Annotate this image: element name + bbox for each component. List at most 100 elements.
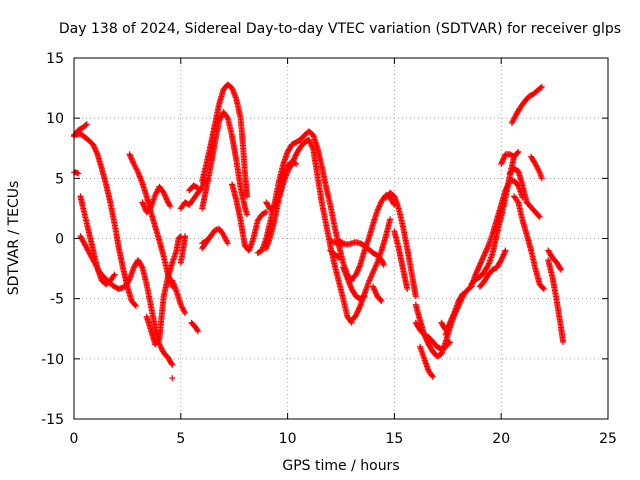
data-point [74, 169, 81, 176]
data-point [138, 263, 145, 270]
data-point [540, 286, 547, 293]
data-point [540, 285, 547, 292]
data-point [82, 122, 89, 129]
data-point [509, 153, 516, 160]
series-track-46 [545, 257, 567, 345]
data-point [538, 83, 545, 90]
data-point [370, 285, 377, 292]
x-tick-label: 10 [279, 431, 297, 447]
data-point [483, 246, 490, 253]
series-track-9 [169, 375, 176, 382]
data-point [139, 199, 146, 206]
series-track-11 [177, 233, 189, 266]
data-point [446, 339, 453, 346]
data-point [293, 160, 300, 167]
data-point [482, 248, 489, 255]
data-point [537, 84, 544, 91]
data-point [111, 271, 118, 278]
data-point [472, 271, 479, 278]
data-point [404, 286, 411, 293]
data-point [536, 213, 543, 220]
data-point [263, 209, 270, 216]
data-point [141, 203, 148, 210]
y-tick-label: -5 [50, 292, 64, 308]
data-point [446, 319, 453, 326]
data-point [447, 318, 454, 325]
data-point [162, 193, 169, 200]
data-point [412, 293, 419, 300]
data-point [377, 200, 384, 207]
data-point [504, 181, 511, 188]
data-point [207, 233, 214, 240]
data-point [503, 185, 510, 192]
data-point [428, 372, 435, 379]
data-point [366, 277, 373, 284]
x-axis-label: GPS time / hours [282, 458, 399, 474]
data-point [479, 256, 486, 263]
data-point [354, 308, 361, 315]
series-track-43 [508, 83, 545, 126]
axis-ticks: 0 5 10 15 20 25 -15 -10 -5 0 5 10 15 [41, 51, 617, 447]
data-point [429, 373, 436, 380]
y-tick-label: 5 [55, 171, 64, 187]
data-point [83, 121, 90, 128]
data-point [557, 265, 564, 272]
data-point [306, 138, 313, 145]
chart-title: Day 138 of 2024, Sidereal Day-to-day VTE… [59, 21, 621, 37]
data-point [480, 253, 487, 260]
x-tick-label: 25 [599, 431, 617, 447]
data-point [125, 277, 132, 284]
data-point [155, 336, 162, 343]
data-point [372, 289, 379, 296]
data-point [370, 283, 377, 290]
series-track-4 [77, 193, 118, 288]
data-point [500, 253, 507, 260]
data-point [223, 113, 230, 120]
data-point [478, 257, 485, 264]
data-point [474, 267, 481, 274]
series-track-42 [506, 165, 543, 220]
y-tick-label: 15 [46, 51, 64, 67]
data-point [479, 255, 486, 262]
data-point [361, 293, 368, 300]
data-point [371, 286, 378, 293]
data-point [367, 274, 374, 281]
data-point [92, 147, 99, 154]
data-point [514, 198, 521, 205]
series-track-14 [186, 182, 201, 194]
data-point [132, 302, 139, 309]
data-point [194, 328, 201, 335]
data-point [371, 287, 378, 294]
data-point [93, 149, 100, 156]
data-point [450, 311, 457, 318]
x-tick-label: 5 [176, 431, 185, 447]
data-point [224, 240, 231, 247]
series-track-44 [528, 153, 545, 182]
data-point [177, 233, 184, 240]
data-point [502, 187, 509, 194]
data-point [356, 263, 363, 270]
data-point [478, 259, 485, 266]
data-point [161, 191, 168, 198]
data-point [90, 141, 97, 148]
data-point [380, 261, 387, 268]
series-track-19 [229, 181, 270, 254]
data-point [360, 293, 367, 300]
data-point [132, 301, 139, 308]
data-point [498, 255, 505, 262]
data-point [500, 155, 507, 162]
y-tick-label: 0 [55, 232, 64, 248]
data-point [502, 247, 509, 254]
data-point [373, 260, 380, 267]
data-point [353, 311, 360, 318]
series-track-36 [442, 290, 466, 338]
data-point [141, 204, 148, 211]
data-point [500, 251, 507, 258]
series-track-34 [417, 343, 436, 380]
data-point [163, 195, 170, 202]
data-point [126, 151, 133, 158]
series-track-27 [340, 264, 368, 302]
data-point [374, 207, 381, 214]
data-point [244, 211, 251, 218]
data-point [163, 196, 170, 203]
